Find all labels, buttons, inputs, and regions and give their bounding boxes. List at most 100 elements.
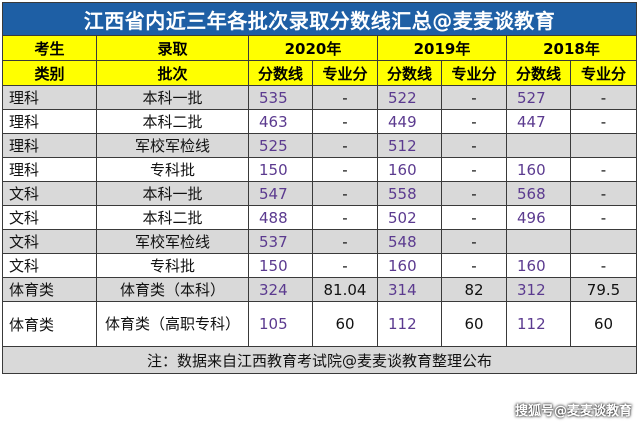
batch-cell: 本科二批 [96,205,249,230]
batch-cell: 本科一批 [96,85,249,110]
category-cell: 文科 [2,253,97,278]
major-2018 [570,133,637,158]
score-2018: 160 [506,157,571,182]
major-2019: - [441,85,507,110]
note-row: 注：数据来自江西教育考试院@麦麦谈教育整理公布 [2,346,637,374]
batch-cell: 体育类（高职专科） [96,301,249,347]
table-row: 理科 本科二批 463 - 449 - 447 - [2,109,637,134]
title-row: 江西省内近三年各批次录取分数线汇总@麦麦谈教育 [2,2,637,36]
major-2019: - [441,253,507,278]
header-category: 类别 [2,60,97,86]
category-cell: 体育类 [2,277,97,302]
major-2020: - [312,133,378,158]
score-2018 [506,229,571,254]
header-major-2018: 专业分 [570,60,637,86]
batch-cell: 本科一批 [96,181,249,206]
table-row: 文科 本科二批 488 - 502 - 496 - [2,205,637,230]
score-2020: 537 [248,229,313,254]
score-2018 [506,133,571,158]
category-cell: 体育类 [2,301,97,347]
major-2020: 60 [312,301,378,347]
batch-cell: 军校军检线 [96,133,249,158]
header-row-1: 考生 录取 2020年 2019年 2018年 [2,35,637,61]
score-2018: 568 [506,181,571,206]
score-2019: 112 [377,301,442,347]
table-title: 江西省内近三年各批次录取分数线汇总@麦麦谈教育 [2,2,637,36]
header-score-2019: 分数线 [377,60,442,86]
score-2019: 160 [377,157,442,182]
category-cell: 理科 [2,85,97,110]
category-cell: 文科 [2,205,97,230]
major-2019: - [441,109,507,134]
score-2019: 512 [377,133,442,158]
header-major-2019: 专业分 [441,60,507,86]
major-2018: - [570,205,637,230]
major-2020: - [312,205,378,230]
major-2019: 82 [441,277,507,302]
category-cell: 文科 [2,229,97,254]
batch-cell: 专科批 [96,253,249,278]
category-cell: 理科 [2,157,97,182]
table-row: 理科 本科一批 535 - 522 - 527 - [2,85,637,110]
major-2018: 79.5 [570,277,637,302]
major-2018: - [570,85,637,110]
category-cell: 文科 [2,181,97,206]
table-row: 体育类 体育类（高职专科） 105 60 112 60 112 60 [2,301,637,347]
header-score-2020: 分数线 [248,60,313,86]
batch-cell: 专科批 [96,157,249,182]
table-row: 体育类 体育类（本科） 324 81.04 314 82 312 79.5 [2,277,637,302]
header-row-2: 类别 批次 分数线 专业分 分数线 专业分 分数线 专业分 [2,60,637,86]
header-batch: 批次 [96,60,249,86]
major-2020: - [312,109,378,134]
major-2018: - [570,181,637,206]
category-cell: 理科 [2,133,97,158]
score-2019: 548 [377,229,442,254]
score-2018: 447 [506,109,571,134]
score-2019: 502 [377,205,442,230]
header-year-2018: 2018年 [506,35,637,61]
score-2019: 522 [377,85,442,110]
header-year-2020: 2020年 [248,35,378,61]
score-2018: 527 [506,85,571,110]
table-row: 理科 军校军检线 525 - 512 - [2,133,637,158]
score-2018: 496 [506,205,571,230]
major-2018: - [570,253,637,278]
major-2019: - [441,181,507,206]
table-row: 文科 军校军检线 537 - 548 - [2,229,637,254]
score-2020: 150 [248,253,313,278]
category-cell: 理科 [2,109,97,134]
source-note: 注：数据来自江西教育考试院@麦麦谈教育整理公布 [2,346,637,374]
major-2019: 60 [441,301,507,347]
score-2020: 547 [248,181,313,206]
table-row: 理科 专科批 150 - 160 - 160 - [2,157,637,182]
score-2019: 160 [377,253,442,278]
score-2018: 112 [506,301,571,347]
score-2020: 488 [248,205,313,230]
header-candidate: 考生 [2,35,97,61]
score-table: 江西省内近三年各批次录取分数线汇总@麦麦谈教育 考生 录取 2020年 2019… [2,2,637,374]
major-2020: 81.04 [312,277,378,302]
table-row: 文科 专科批 150 - 160 - 160 - [2,253,637,278]
major-2019: - [441,205,507,230]
score-2018: 312 [506,277,571,302]
score-2020: 150 [248,157,313,182]
major-2019: - [441,229,507,254]
header-admission: 录取 [96,35,249,61]
major-2019: - [441,133,507,158]
score-2018: 160 [506,253,571,278]
major-2020: - [312,229,378,254]
score-2020: 525 [248,133,313,158]
score-2019: 314 [377,277,442,302]
major-2018 [570,229,637,254]
major-2020: - [312,253,378,278]
major-2020: - [312,85,378,110]
score-2020: 324 [248,277,313,302]
major-2018: - [570,109,637,134]
header-major-2020: 专业分 [312,60,378,86]
score-2020: 105 [248,301,313,347]
watermark: 搜狐号@麦麦谈教育 [514,404,632,419]
major-2018: - [570,157,637,182]
major-2018: 60 [570,301,637,347]
score-2019: 449 [377,109,442,134]
